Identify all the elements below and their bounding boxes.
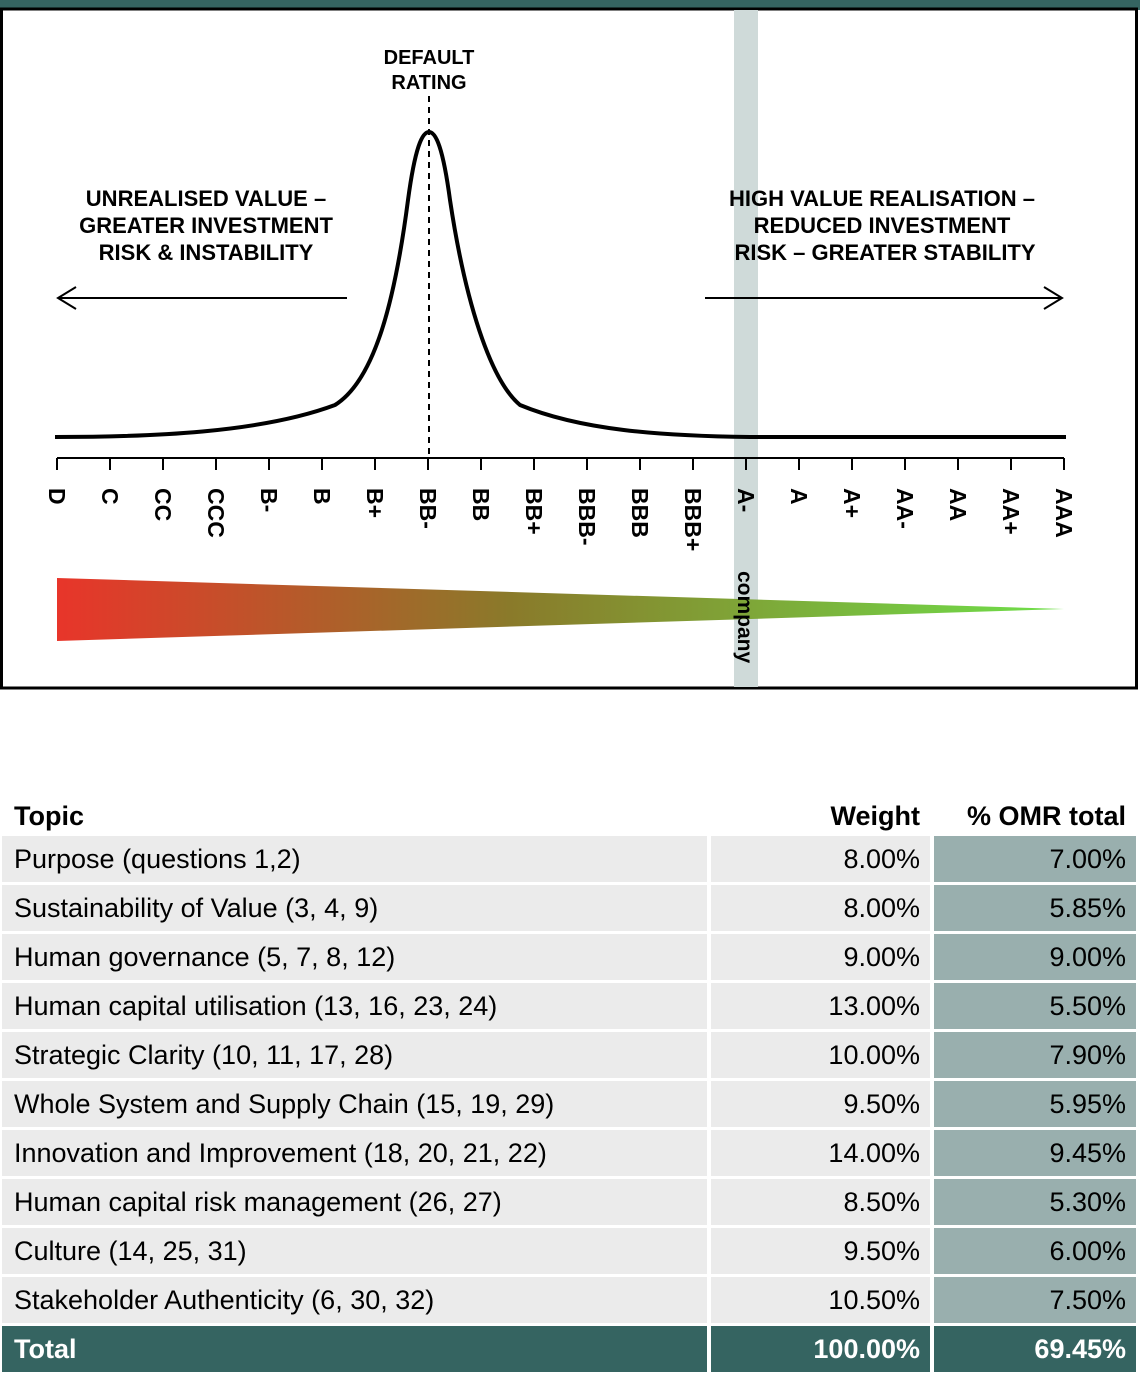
cell-topic: Whole System and Supply Chain (15, 19, 2… bbox=[2, 1081, 707, 1130]
tick-label-aa-minus: AA- bbox=[892, 488, 918, 529]
cell-omr: 5.30% bbox=[930, 1179, 1136, 1228]
table-row: Culture (14, 25, 31) 9.50% 6.00% bbox=[2, 1228, 1136, 1277]
tick-label-b: B bbox=[309, 488, 335, 505]
omr-table: Topic Weight % OMR total Purpose (questi… bbox=[2, 786, 1136, 1372]
table-row: Purpose (questions 1,2) 8.00% 7.00% bbox=[2, 836, 1136, 885]
cell-topic: Human governance (5, 7, 8, 12) bbox=[2, 934, 707, 983]
peak-label-line-2: RATING bbox=[391, 72, 466, 94]
cell-topic: Strategic Clarity (10, 11, 17, 28) bbox=[2, 1032, 707, 1081]
peak-label-line-1: DEFAULT bbox=[384, 47, 475, 69]
rating-chart-panel: DEFAULT RATING UNREALISED VALUE – GREATE… bbox=[0, 0, 1140, 690]
header-weight: Weight bbox=[707, 786, 930, 836]
table-row: Innovation and Improvement (18, 20, 21, … bbox=[2, 1130, 1136, 1179]
left-arrow bbox=[56, 286, 347, 310]
tick-label-bbb-minusplus: BBB+ bbox=[680, 488, 706, 551]
cell-topic: Human capital risk management (26, 27) bbox=[2, 1179, 707, 1228]
cell-omr: 5.95% bbox=[930, 1081, 1136, 1130]
tick-label-bb-minusplus: BB+ bbox=[521, 488, 547, 535]
cell-weight: 9.50% bbox=[707, 1228, 930, 1277]
tick-label-c: C bbox=[97, 488, 123, 505]
total-label: Total bbox=[2, 1326, 707, 1372]
cell-topic: Sustainability of Value (3, 4, 9) bbox=[2, 885, 707, 934]
tick-label-b-minusplus: B+ bbox=[362, 488, 388, 518]
cell-omr: 7.90% bbox=[930, 1032, 1136, 1081]
cell-omr: 7.50% bbox=[930, 1277, 1136, 1326]
table-row: Strategic Clarity (10, 11, 17, 28) 10.00%… bbox=[2, 1032, 1136, 1081]
total-weight: 100.00% bbox=[707, 1326, 930, 1372]
cell-weight: 8.00% bbox=[707, 885, 930, 934]
company-highlight-band bbox=[734, 10, 758, 687]
tick-label-cc: CC bbox=[150, 488, 176, 521]
cell-weight: 8.50% bbox=[707, 1179, 930, 1228]
table-header-row: Topic Weight % OMR total bbox=[2, 786, 1136, 836]
cell-topic: Human capital utilisation (13, 16, 23, 2… bbox=[2, 983, 707, 1032]
rating-distribution-curve bbox=[54, 129, 1066, 439]
tick-label-d: D bbox=[44, 488, 70, 505]
table-row: Human capital risk management (26, 27) 8.… bbox=[2, 1179, 1136, 1228]
cell-weight: 13.00% bbox=[707, 983, 930, 1032]
right-annotation-line-1: HIGH VALUE REALISATION – bbox=[729, 186, 1035, 211]
cell-omr: 5.85% bbox=[930, 885, 1136, 934]
tick-label-ccc: CCC bbox=[203, 488, 229, 538]
tick-label-bb: BB bbox=[468, 488, 494, 521]
cell-topic: Innovation and Improvement (18, 20, 21, … bbox=[2, 1130, 707, 1179]
table-total-row: Total 100.00% 69.45% bbox=[2, 1326, 1136, 1372]
cell-omr: 5.50% bbox=[930, 983, 1136, 1032]
cell-topic: Purpose (questions 1,2) bbox=[2, 836, 707, 885]
tick-label-b-minus: B- bbox=[256, 488, 282, 512]
left-annotation-line-3: RISK & INSTABILITY bbox=[99, 240, 314, 265]
left-annotation-line-2: GREATER INVESTMENT bbox=[79, 213, 333, 238]
chart-frame bbox=[0, 7, 1138, 690]
cell-omr: 9.45% bbox=[930, 1130, 1136, 1179]
cell-topic: Culture (14, 25, 31) bbox=[2, 1228, 707, 1277]
table-row: Whole System and Supply Chain (15, 19, 2… bbox=[2, 1081, 1136, 1130]
tick-label-aa-minusplus: AA+ bbox=[998, 488, 1024, 535]
tick-label-bbb: BBB bbox=[627, 488, 653, 538]
tick-label-a-minusplus: A+ bbox=[839, 488, 865, 518]
tick-label-a-minus: A- bbox=[733, 488, 759, 512]
rating-chart: DEFAULT RATING UNREALISED VALUE – GREATE… bbox=[0, 0, 1140, 690]
tick-label-aa: AA bbox=[945, 488, 971, 521]
cell-omr: 6.00% bbox=[930, 1228, 1136, 1277]
tick-label-a: A bbox=[786, 488, 812, 505]
header-bar bbox=[0, 0, 1140, 10]
right-annotation-line-2: REDUCED INVESTMENT bbox=[754, 213, 1011, 238]
cell-omr: 7.00% bbox=[930, 836, 1136, 885]
cell-weight: 10.50% bbox=[707, 1277, 930, 1326]
risk-gradient-wedge bbox=[57, 578, 1064, 641]
tick-label-aaa: AAA bbox=[1051, 488, 1077, 538]
cell-weight: 9.00% bbox=[707, 934, 930, 983]
table-row: Sustainability of Value (3, 4, 9) 8.00% 5.… bbox=[2, 885, 1136, 934]
cell-weight: 14.00% bbox=[707, 1130, 930, 1179]
right-arrow bbox=[705, 286, 1064, 310]
left-annotation-line-1: UNREALISED VALUE – bbox=[86, 186, 326, 211]
tick-label-bb-minus: BB- bbox=[415, 488, 441, 529]
total-omr: 69.45% bbox=[930, 1326, 1136, 1372]
header-topic: Topic bbox=[2, 786, 707, 836]
cell-weight: 8.00% bbox=[707, 836, 930, 885]
header-omr-total: % OMR total bbox=[930, 786, 1136, 836]
cell-topic: Stakeholder Authenticity (6, 30, 32) bbox=[2, 1277, 707, 1326]
cell-weight: 9.50% bbox=[707, 1081, 930, 1130]
table-row: Human capital utilisation (13, 16, 23, 2… bbox=[2, 983, 1136, 1032]
tick-label-bbb-minus: BBB- bbox=[574, 488, 600, 546]
company-label: company bbox=[733, 571, 756, 664]
rating-axis: D C CC CCC B- B B+ BB- BB BB+ BBB- BBB BBB+ A- A A+ AA- A… bbox=[44, 457, 1077, 551]
right-annotation-line-3: RISK – GREATER STABILITY bbox=[734, 240, 1035, 265]
table-row: Stakeholder Authenticity (6, 30, 32) 10.5… bbox=[2, 1277, 1136, 1326]
cell-weight: 10.00% bbox=[707, 1032, 930, 1081]
cell-omr: 9.00% bbox=[930, 934, 1136, 983]
table-row: Human governance (5, 7, 8, 12) 9.00% 9.00% bbox=[2, 934, 1136, 983]
